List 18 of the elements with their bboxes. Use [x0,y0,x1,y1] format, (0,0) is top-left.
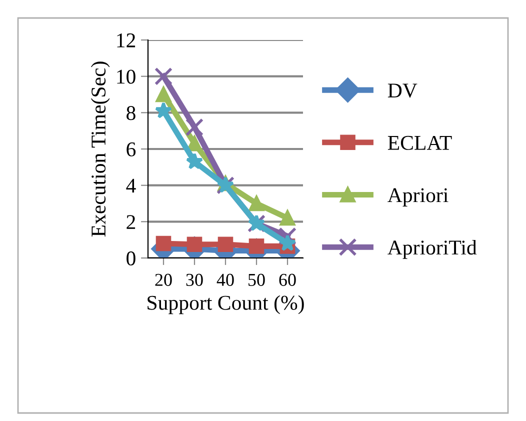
x-axis-title: Support Count (%) [148,295,304,314]
y-tick-label: 4 [126,178,136,193]
y-axis-title: Execution Time(Sec) [90,62,110,237]
y-tick-label: 2 [126,215,136,229]
x-tick-label: 20 [155,274,172,286]
legend-label: ECLAT [388,136,452,150]
legend-label: DV [388,84,418,98]
y-tick-label: 0 [126,251,136,266]
x-tick-label: 30 [186,274,203,286]
legend-label: AprioriTid [388,240,477,259]
y-tick-label: 10 [117,70,136,84]
legend-label: Apriori [388,188,448,206]
y-tick-label: 12 [117,33,136,48]
x-tick-label: 60 [279,274,296,286]
y-tick-label: 6 [126,142,136,156]
x-tick-label: 40 [216,274,234,286]
x-tick-label: 50 [248,274,265,286]
y-tick-label: 8 [126,106,136,120]
